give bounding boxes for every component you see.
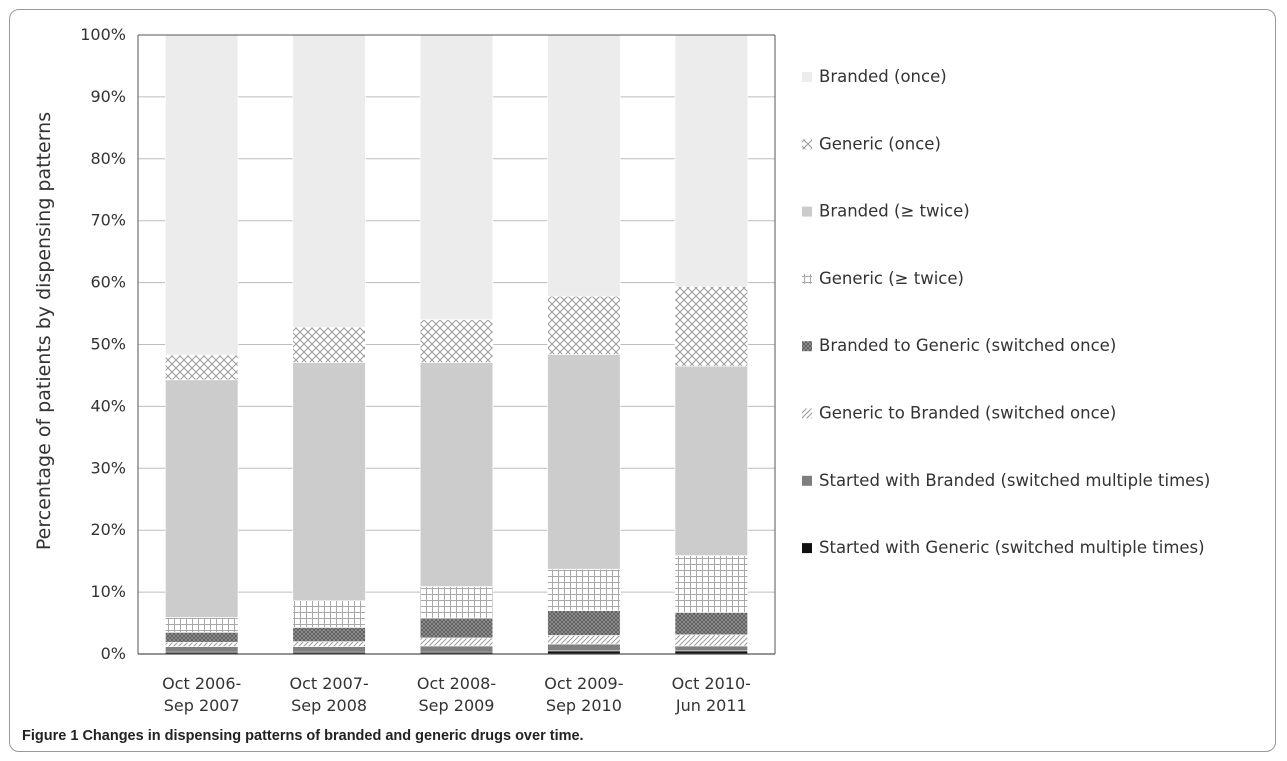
bar-segment-generic_to_branded: [292, 641, 366, 647]
y-tick-label: 50%: [90, 335, 126, 354]
x-tick-label: Oct 2009-: [544, 674, 623, 693]
bar-segment-generic_twice: [292, 600, 366, 628]
legend-swatch: [802, 475, 812, 486]
bar-segment-generic_twice: [547, 568, 621, 611]
y-axis-title: Percentage of patients by dispensing pat…: [33, 112, 55, 550]
figure-caption: Figure 1 Changes in dispensing patterns …: [22, 728, 584, 744]
x-tick-label: Oct 2010-: [672, 674, 751, 693]
bar-segment-started_branded_multi: [165, 646, 239, 653]
bar-stack: [674, 34, 748, 655]
bar-segment-generic_twice: [419, 586, 494, 619]
legend-swatch: [802, 341, 812, 352]
legend-swatch: [802, 206, 812, 217]
legend-item: Branded (≥ twice): [802, 202, 970, 221]
bar-segment-branded_once: [165, 34, 239, 356]
bar-segment-generic_twice: [165, 617, 239, 633]
bar-segment-started_branded_multi: [547, 643, 621, 652]
legend-swatch: [802, 408, 812, 419]
x-tick-label: Jun 2011: [675, 696, 747, 715]
legend-item: Generic to Branded (switched once): [802, 404, 1116, 423]
y-tick-label: 20%: [90, 520, 126, 539]
bar-segment-branded_to_generic: [674, 612, 748, 636]
bar-segment-started_branded_multi: [674, 645, 748, 652]
y-tick-label: 80%: [90, 149, 126, 168]
bar-segment-started_branded_multi: [292, 646, 366, 653]
y-tick-label: 60%: [90, 273, 126, 292]
bar-segment-branded_once: [292, 34, 366, 328]
legend-label: Generic (≥ twice): [819, 269, 964, 288]
bar-segment-branded_twice: [547, 354, 621, 570]
bar-stack: [419, 34, 494, 655]
y-tick-label: 40%: [90, 396, 126, 415]
y-tick-label: 0%: [101, 644, 126, 663]
bar-segment-generic_twice: [674, 555, 748, 613]
legend-label: Branded to Generic (switched once): [819, 336, 1116, 355]
bar-segment-branded_twice: [674, 365, 748, 556]
y-tick-label: 70%: [90, 211, 126, 230]
bar-stack: [165, 34, 239, 655]
bar-segment-generic_once: [165, 354, 239, 381]
legend-swatch: [802, 139, 812, 150]
bar-segment-generic_to_branded: [674, 634, 748, 647]
x-tick-label: Sep 2010: [546, 696, 622, 715]
y-tick-label: 90%: [90, 87, 126, 106]
bar-segment-branded_twice: [165, 379, 239, 618]
legend-swatch: [802, 72, 812, 82]
bar-stack: [547, 34, 621, 655]
figure-caption-text: Changes in dispensing patterns of brande…: [82, 728, 584, 744]
legend-item: Started with Branded (switched multiple …: [802, 471, 1210, 490]
x-tick-labels: Oct 2006- Sep 2007 Oct 2007- Sep 2008 Oct 20…: [162, 674, 751, 715]
legend-label: Generic to Branded (switched once): [819, 404, 1116, 423]
x-tick-label: Sep 2009: [419, 696, 495, 715]
bar-segment-started_branded_multi: [419, 645, 494, 653]
legend-label: Branded (≥ twice): [819, 202, 970, 221]
figure-label: Figure 1: [22, 728, 79, 744]
bar-segment-branded_to_generic: [419, 617, 494, 639]
y-tick-label: 100%: [80, 25, 126, 44]
bar-segment-branded_twice: [419, 362, 494, 587]
bar-segment-branded_once: [674, 34, 748, 287]
legend-label: Started with Generic (switched multiple …: [819, 538, 1205, 557]
x-tick-label: Sep 2007: [164, 696, 240, 715]
y-tick-label: 10%: [90, 582, 126, 601]
bar-segment-generic_once: [292, 326, 366, 363]
bar-segment-generic_once: [674, 286, 748, 367]
legend-swatch: [802, 273, 812, 284]
legend-item: Branded (once): [802, 67, 947, 86]
y-tick-label: 30%: [90, 458, 126, 477]
bar-segment-branded_twice: [292, 362, 366, 602]
legend-label: Generic (once): [819, 134, 941, 153]
legend-item: Started with Generic (switched multiple …: [802, 538, 1205, 557]
bar-segment-branded_once: [547, 34, 621, 297]
axes: [137, 34, 776, 655]
bar-segment-generic_to_branded: [165, 641, 239, 647]
bar-segment-generic_to_branded: [419, 637, 494, 647]
x-tick-label: Oct 2008-: [417, 674, 496, 693]
legend-item: Generic (≥ twice): [802, 269, 964, 288]
bar-segment-branded_to_generic: [547, 610, 621, 636]
legend-swatch: [802, 543, 812, 554]
y-tick-labels: 0% 10% 20% 30% 40% 50% 60% 70% 80% 90% 100%: [80, 25, 126, 663]
legend: Branded (once) Generic (once) Branded (≥ t…: [802, 67, 1210, 557]
bar-segment-branded_once: [419, 34, 494, 321]
x-tick-label: Sep 2008: [291, 696, 367, 715]
bar-segment-branded_to_generic: [292, 627, 366, 642]
legend-item: Generic (once): [802, 134, 941, 153]
bars: [165, 34, 748, 655]
bar-stack: [292, 34, 366, 655]
bar-segment-branded_to_generic: [165, 632, 239, 643]
x-tick-label: Oct 2006-: [162, 674, 241, 693]
legend-label: Started with Branded (switched multiple …: [819, 471, 1210, 490]
bar-segment-generic_to_branded: [547, 635, 621, 645]
legend-item: Branded to Generic (switched once): [802, 336, 1116, 355]
legend-label: Branded (once): [819, 67, 947, 86]
bar-segment-generic_once: [419, 319, 494, 363]
bar-segment-generic_once: [547, 295, 621, 355]
figure-frame: [9, 9, 1276, 752]
x-tick-label: Oct 2007-: [289, 674, 368, 693]
